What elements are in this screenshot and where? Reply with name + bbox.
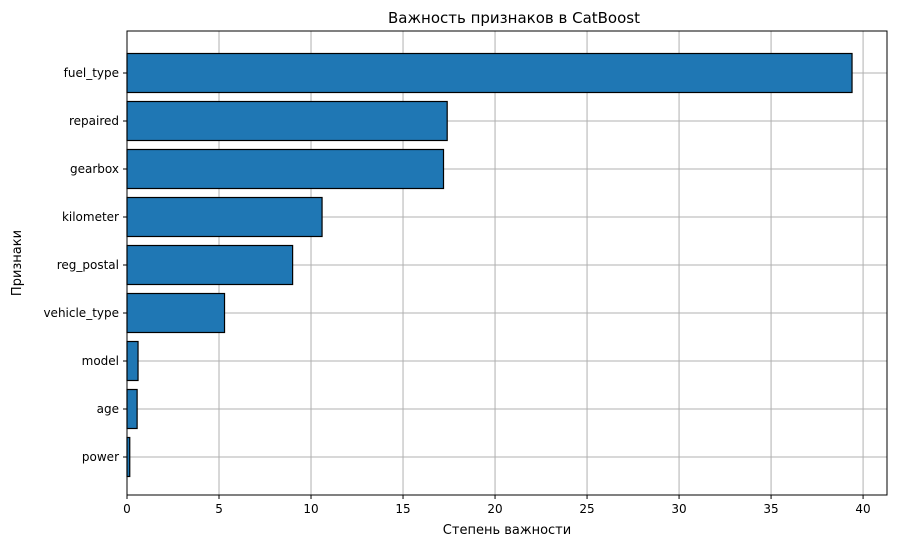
x-tick-label: 30	[671, 502, 686, 516]
y-tick-label: fuel_type	[64, 66, 119, 80]
plot-frame	[126, 30, 888, 496]
bar-repaired	[126, 100, 448, 142]
bar-fuel-type	[126, 52, 853, 94]
y-tick-label: vehicle_type	[43, 306, 119, 320]
y-tick-label: power	[82, 450, 119, 464]
x-tick-label: 5	[215, 502, 223, 516]
bar-kilometer	[126, 196, 323, 238]
y-tick-label: reg_postal	[57, 258, 119, 272]
y-tick-label: repaired	[69, 114, 119, 128]
x-tick-label: 25	[579, 502, 594, 516]
bar-age	[126, 388, 138, 430]
y-tick-label: gearbox	[70, 162, 119, 176]
bar-gearbox	[126, 148, 445, 190]
x-tick-label: 10	[303, 502, 318, 516]
x-tick-label: 35	[763, 502, 778, 516]
bar-model	[126, 340, 139, 382]
bars	[126, 52, 853, 478]
y-tick-label: age	[97, 402, 119, 416]
y-axis-label: Признаки	[10, 230, 25, 296]
x-axis-ticks: 0 5 10 15 20 25 30 35 40	[123, 495, 871, 516]
bar-reg-postal	[126, 244, 294, 286]
x-tick-label: 40	[855, 502, 870, 516]
chart-title: Важность признаков в CatBoost	[388, 9, 640, 27]
x-axis-label: Степень важности	[443, 523, 571, 538]
y-tick-label: kilometer	[62, 210, 119, 224]
y-tick-label: model	[82, 354, 119, 368]
x-tick-label: 20	[487, 502, 502, 516]
x-tick-label: 0	[123, 502, 131, 516]
bar-vehicle-type	[126, 292, 226, 334]
y-axis-ticks: fuel_type repaired gearbox kilometer reg_pos…	[43, 66, 127, 464]
x-tick-label: 15	[395, 502, 410, 516]
